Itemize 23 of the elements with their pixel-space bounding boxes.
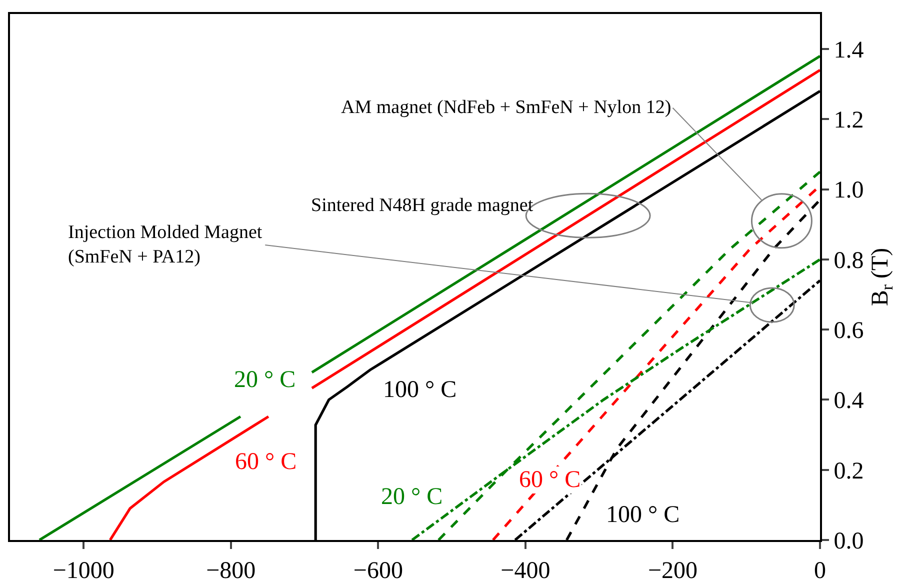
y-tick-label: 0.8: [834, 248, 864, 274]
annotation: 60 ° C: [235, 449, 297, 475]
annotation: 100 ° C: [606, 502, 680, 528]
annotation: 20 ° C: [381, 484, 443, 510]
x-tick-label: 0: [814, 558, 826, 584]
x-tick-label: −200: [648, 558, 698, 584]
y-tick-label: 1.4: [834, 37, 864, 64]
x-tick-label: −800: [206, 558, 256, 584]
y-tick-label: 0.2: [834, 458, 864, 484]
y-tick-label: 1.2: [834, 108, 864, 134]
x-tick-label: −1000: [52, 558, 114, 584]
y-tick-label: 0.0: [834, 528, 864, 554]
annotation: 100 ° C: [383, 377, 457, 403]
y-tick-label: 0.6: [834, 318, 864, 344]
annotation: Sintered N48H grade magnet: [311, 195, 534, 216]
annotation: 20 ° C: [234, 367, 296, 393]
x-tick-label: −600: [353, 558, 403, 584]
annotation: Injection Molded Magnet (SmFeN + PA12): [68, 222, 263, 268]
annotation: 60 ° C: [519, 467, 581, 493]
x-tick-label: −400: [500, 558, 550, 584]
y-tick-label: 1.0: [834, 178, 864, 204]
y-tick-label: 0.4: [834, 388, 864, 414]
annotation: AM magnet (NdFeb + SmFeN + Nylon 12): [341, 97, 672, 118]
